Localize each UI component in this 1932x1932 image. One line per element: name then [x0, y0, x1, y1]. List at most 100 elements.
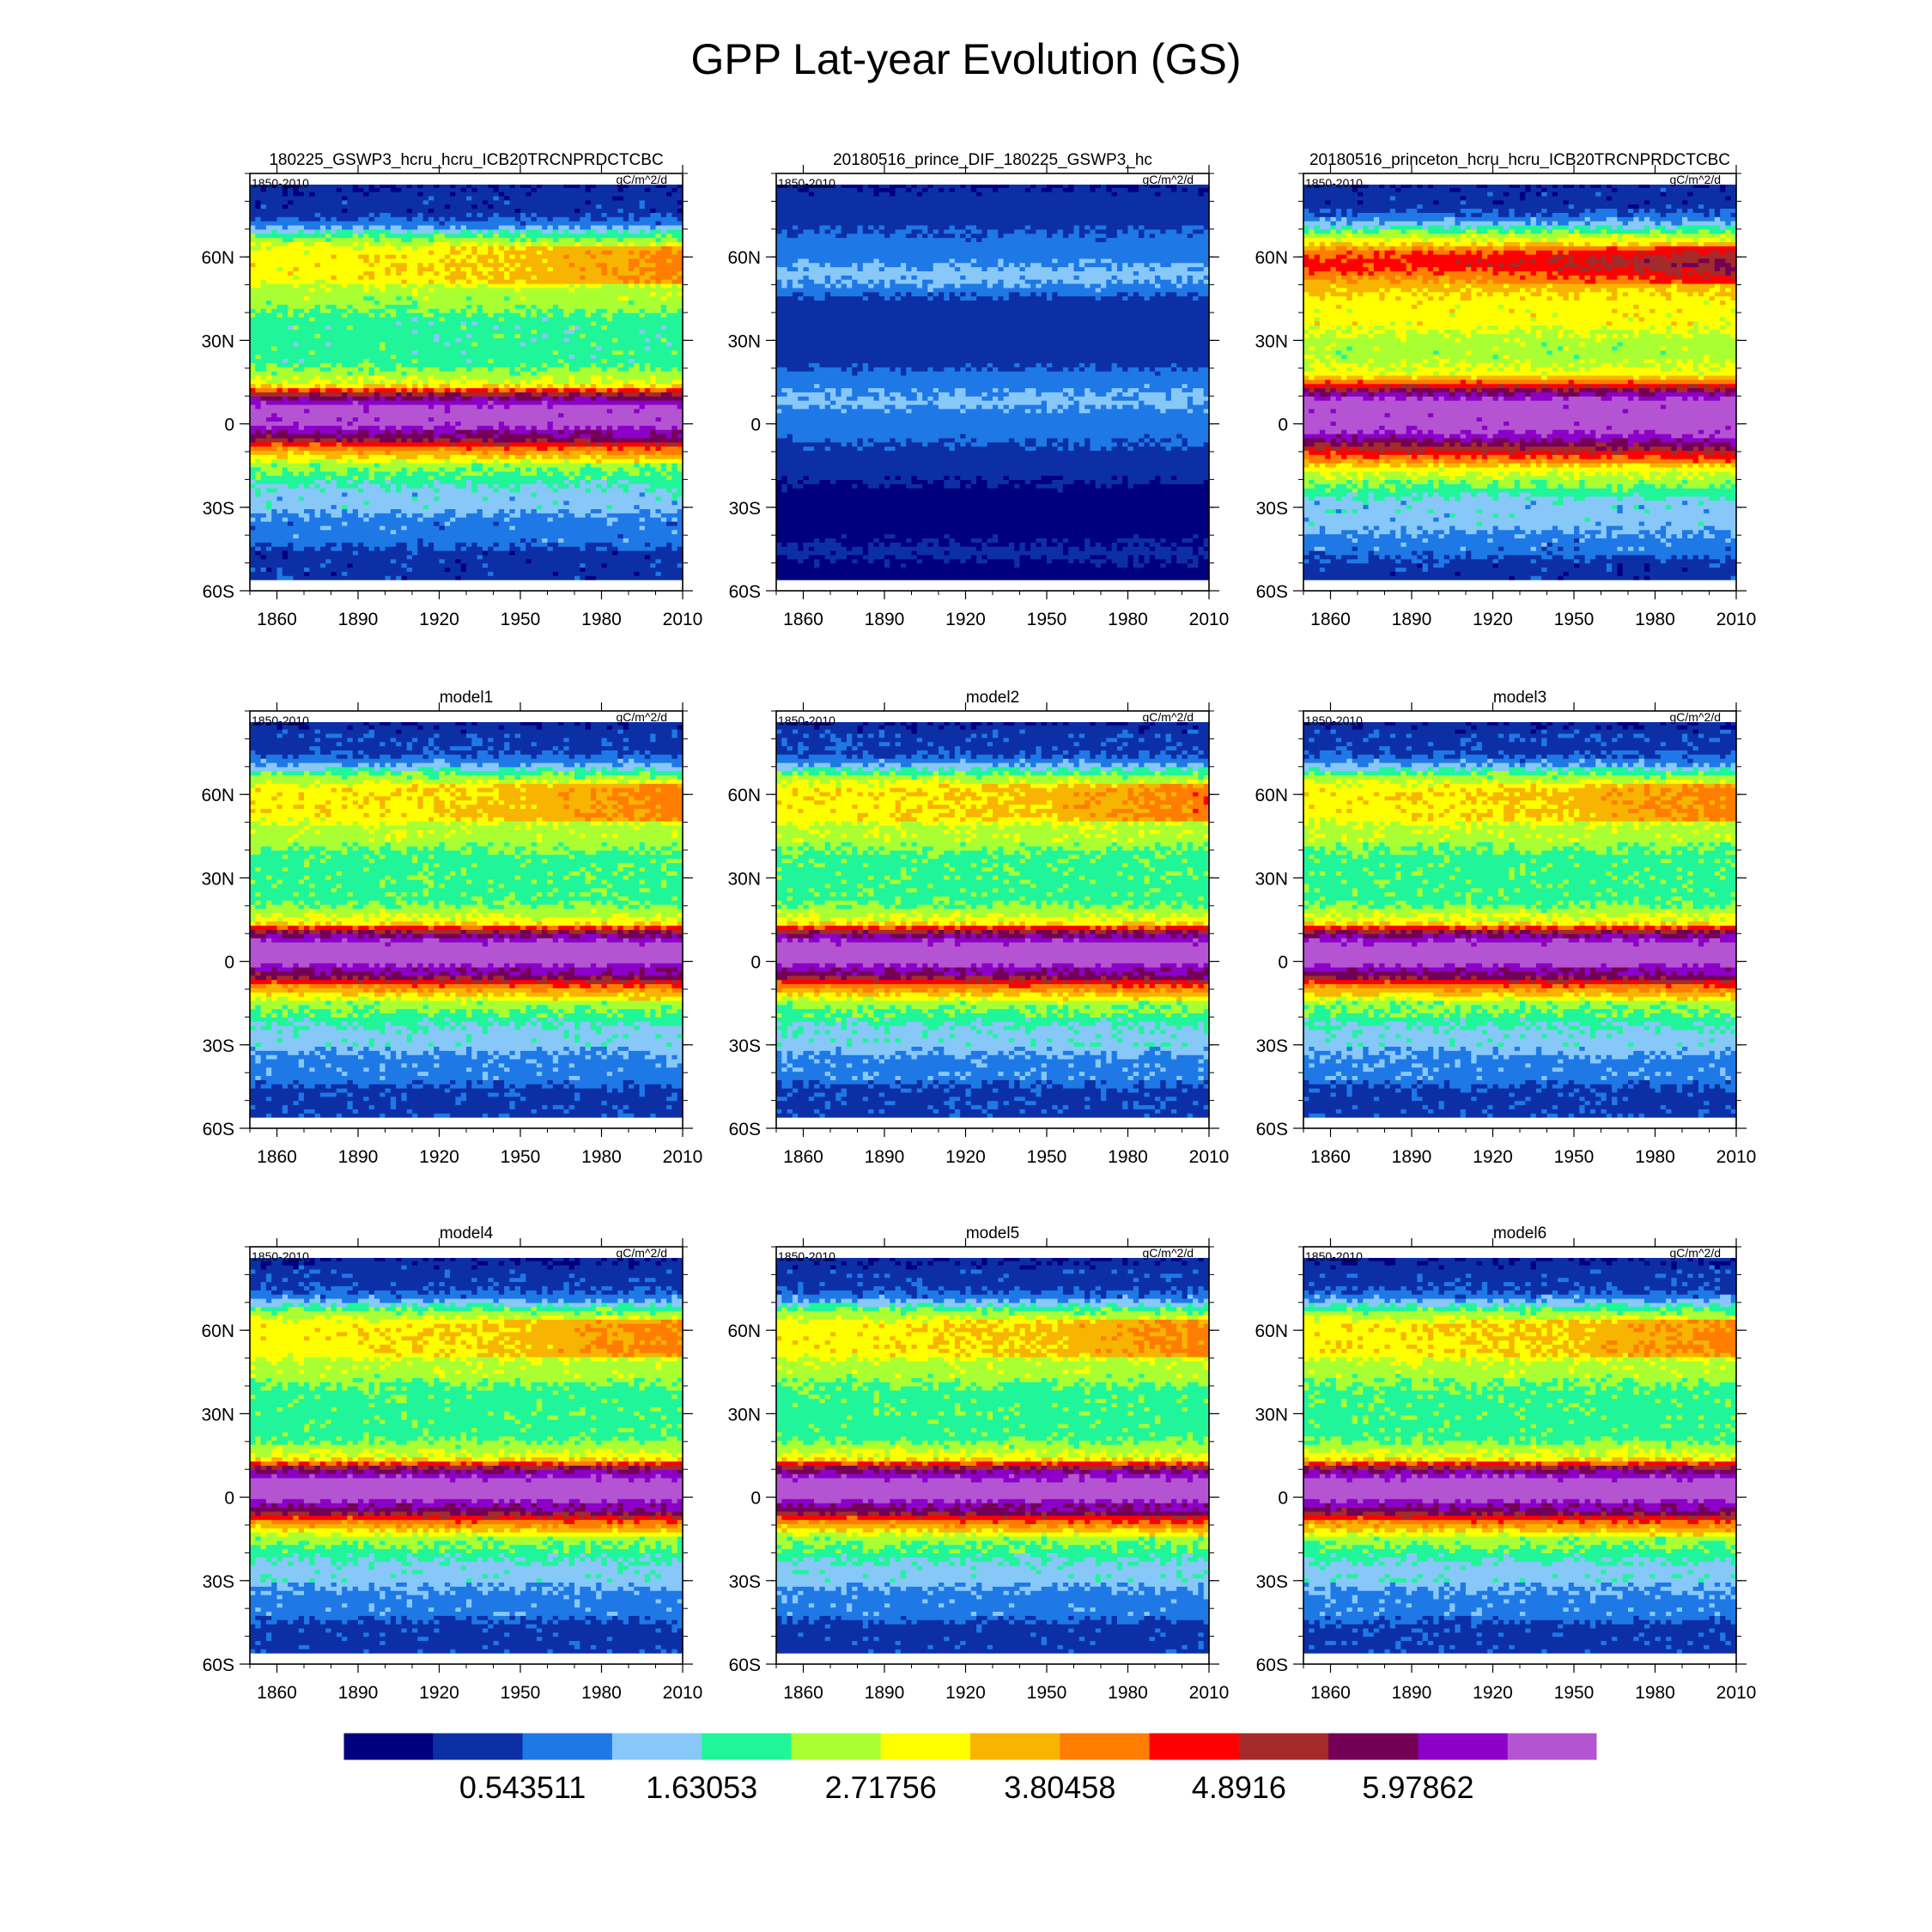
heatmap-cell: [439, 446, 446, 451]
heatmap-cell: [282, 441, 310, 447]
heatmap-cell: [617, 533, 624, 539]
heatmap-cell: [1535, 429, 1553, 434]
heatmap-cell: [368, 371, 375, 376]
heatmap-cell: [536, 371, 683, 376]
heatmap-cell: [282, 266, 294, 271]
heatmap-cell: [1481, 508, 1618, 513]
heatmap-cell: [428, 396, 434, 401]
heatmap-cell: [1176, 433, 1183, 439]
heatmap-cell: [1165, 558, 1172, 564]
heatmap-cell: [568, 262, 575, 268]
heatmap-cell: [1325, 437, 1332, 443]
heatmap-cell: [1574, 554, 1586, 560]
heatmap-cell: [639, 270, 646, 276]
heatmap-cell: [482, 270, 489, 276]
heatmap-cell: [1438, 362, 1445, 368]
heatmap-cell: [1368, 441, 1375, 447]
heatmap-cell: [677, 441, 683, 447]
heatmap-cell: [1558, 546, 1564, 551]
heatmap-cell: [352, 187, 364, 192]
heatmap-cell: [1068, 546, 1080, 551]
heatmap-cell: [471, 266, 478, 271]
heatmap-cell: [1449, 387, 1455, 392]
heatmap-cell: [1427, 412, 1434, 418]
heatmap-cell: [1127, 479, 1151, 484]
heatmap-cell: [1612, 504, 1618, 510]
heatmap-cell: [1704, 374, 1737, 380]
heatmap-cell: [336, 459, 348, 464]
heatmap-cell: [1155, 266, 1188, 271]
heatmap-cell: [644, 187, 651, 192]
heatmap-cell: [493, 233, 500, 239]
heatmap-cell: [1655, 554, 1672, 560]
heatmap-cell: [585, 546, 597, 551]
heatmap-cell: [655, 208, 678, 213]
heatmap-cell: [776, 195, 1210, 201]
heatmap-cell: [368, 308, 386, 313]
heatmap-cell: [1122, 441, 1129, 447]
heatmap-cell: [260, 550, 283, 556]
heatmap-cell: [444, 404, 451, 410]
heatmap-cell: [1341, 471, 1347, 477]
heatmap-cell: [1149, 279, 1156, 284]
heatmap-cell: [552, 237, 559, 242]
heatmap-cell: [878, 183, 890, 188]
heatmap-cell: [250, 212, 316, 217]
heatmap-cell: [857, 262, 864, 268]
heatmap-cell: [265, 429, 272, 434]
heatmap-cell: [884, 279, 890, 284]
heatmap-cell: [493, 250, 505, 255]
heatmap-cell: [1584, 529, 1602, 535]
heatmap-cell: [1589, 367, 1662, 372]
heatmap-cell: [406, 554, 413, 560]
heatmap-cell: [1589, 517, 1737, 522]
heatmap-cell: [444, 508, 456, 513]
heatmap-cell: [1617, 342, 1624, 347]
heatmap-cell: [466, 246, 472, 251]
heatmap-cell: [319, 392, 343, 397]
heatmap-cell: [1606, 483, 1613, 489]
heatmap-cell: [250, 300, 267, 305]
heatmap-cell: [1330, 342, 1337, 347]
heatmap-cell: [363, 270, 375, 276]
heatmap-cell: [493, 546, 510, 551]
heatmap-cell: [1303, 550, 1309, 556]
heatmap-cell: [803, 479, 820, 484]
heatmap-cell: [1139, 367, 1145, 372]
heatmap-cell: [504, 308, 510, 313]
heatmap-cell: [504, 421, 549, 426]
heatmap-cell: [250, 367, 256, 372]
heatmap-cell: [1638, 575, 1645, 580]
heatmap-cell: [276, 345, 380, 351]
heatmap-cell: [428, 208, 434, 213]
heatmap-cell: [471, 396, 489, 401]
heatmap-cell: [895, 191, 918, 197]
heatmap-cell: [466, 567, 580, 572]
heatmap-cell: [660, 237, 678, 242]
heatmap-cell: [439, 479, 467, 484]
heatmap-cell: [536, 183, 543, 188]
heatmap-cell: [563, 183, 580, 188]
heatmap-cell: [601, 429, 608, 434]
heatmap-cell: [1193, 400, 1205, 405]
heatmap-cell: [677, 546, 683, 551]
heatmap-cell: [374, 275, 446, 280]
heatmap-cell: [1373, 550, 1413, 556]
heatmap-cell: [477, 246, 489, 251]
heatmap-cell: [671, 258, 683, 264]
heatmap-cell: [1671, 533, 1678, 539]
heatmap-cell: [450, 404, 478, 410]
heatmap-cell: [671, 500, 678, 506]
heatmap-cell: [1574, 558, 1580, 564]
heatmap-cell: [1052, 279, 1059, 284]
heatmap-cell: [250, 521, 289, 526]
heatmap-cell: [455, 266, 462, 271]
heatmap-cell: [841, 275, 853, 280]
heatmap-cell: [477, 459, 495, 464]
heatmap-cell: [309, 471, 337, 477]
heatmap-cell: [1709, 433, 1716, 439]
heatmap-cell: [1024, 228, 1036, 234]
heatmap-cell: [1062, 475, 1113, 480]
heatmap-cell: [1406, 471, 1413, 477]
heatmap-cell: [536, 275, 580, 280]
